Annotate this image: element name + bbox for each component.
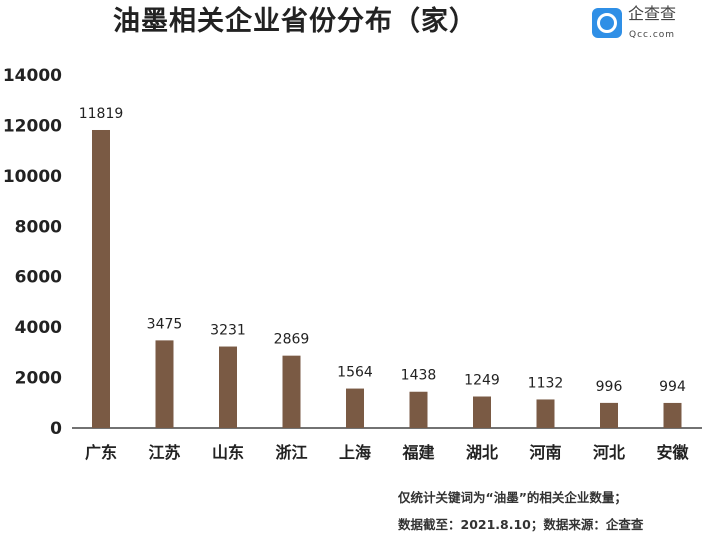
x-tick-label: 河南 — [529, 443, 561, 462]
data-label: 1564 — [337, 365, 373, 381]
logo-name: 企查查 — [628, 4, 677, 23]
bar-河南 — [536, 399, 555, 428]
data-label: 2869 — [274, 332, 310, 348]
data-label: 994 — [659, 379, 686, 395]
bar-福建 — [409, 391, 428, 428]
x-tick-label: 湖北 — [466, 443, 498, 462]
x-tick-label: 河北 — [593, 443, 625, 462]
y-tick-label: 14000 — [3, 66, 62, 86]
bar-山东 — [219, 346, 237, 428]
data-label: 1249 — [464, 373, 500, 389]
bar-上海 — [346, 388, 364, 428]
qcc-logo: 企查查 Qcc.com — [592, 4, 707, 44]
y-tick-label: 10000 — [3, 167, 62, 187]
x-tick-label: 山东 — [212, 443, 244, 462]
x-tick-label: 福建 — [401, 443, 434, 462]
x-tick-label: 江苏 — [148, 443, 180, 462]
logo-url: Qcc.com — [629, 30, 676, 40]
data-label: 11819 — [79, 106, 124, 122]
qcc-logo-icon — [592, 8, 622, 38]
y-tick-label: 4000 — [15, 318, 62, 338]
x-tick-label: 浙江 — [275, 443, 307, 462]
x-tick-label: 上海 — [339, 443, 371, 462]
bar-河北 — [600, 402, 618, 428]
footnote: 仅统计关键词为“油墨”的相关企业数量； 数据截至：2021.8.10；数据来源：… — [398, 484, 643, 538]
data-label: 1438 — [401, 368, 437, 384]
bar-浙江 — [282, 355, 301, 428]
data-label: 3475 — [147, 316, 183, 332]
bar-江苏 — [155, 340, 174, 428]
x-tick-label: 安徽 — [656, 443, 689, 462]
y-tick-label: 8000 — [15, 217, 62, 237]
bar-安徽 — [663, 402, 682, 428]
bar-广东 — [92, 129, 110, 428]
y-tick-label: 12000 — [3, 116, 62, 136]
y-tick-label: 6000 — [15, 268, 62, 288]
footnote-line-2: 数据截至：2021.8.10；数据来源：企查查 — [398, 517, 644, 532]
footnote-line-1: 仅统计关键词为“油墨”的相关企业数量； — [398, 490, 627, 505]
chart-title: 油墨相关企业省份分布（家） — [113, 6, 477, 37]
y-tick-label: 2000 — [15, 369, 62, 389]
bar-湖北 — [473, 396, 491, 428]
data-label: 3231 — [210, 323, 246, 339]
data-label: 1132 — [528, 375, 564, 391]
x-tick-label: 广东 — [85, 443, 117, 462]
y-tick-label: 0 — [50, 419, 62, 439]
data-label: 996 — [596, 379, 623, 395]
